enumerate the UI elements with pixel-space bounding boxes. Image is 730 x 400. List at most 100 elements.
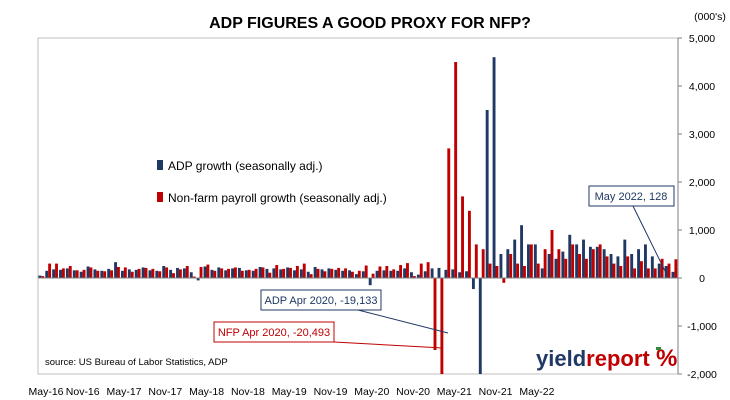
y-tick-label: 2,000	[689, 177, 715, 189]
annotation-leader-may-2022	[632, 205, 668, 276]
bar-adp-49	[375, 270, 379, 278]
bar-adp-5	[72, 270, 76, 278]
bar-adp-1	[45, 270, 49, 278]
bar-adp-78	[575, 244, 579, 278]
bar-adp-42	[327, 268, 331, 278]
bar-nfp-46	[357, 270, 361, 278]
bar-nfp-11	[117, 266, 120, 278]
bar-nfp-86	[633, 268, 637, 278]
bar-nfp-19	[172, 273, 175, 278]
bar-nfp-8	[96, 270, 100, 278]
bar-nfp-53	[406, 263, 409, 278]
legend-label-nfp: Non-farm payroll growth (seasonally adj.…	[168, 191, 387, 205]
bar-nfp-90	[660, 258, 664, 278]
y-axis-unit: (000's)	[694, 11, 726, 23]
bar-nfp-75	[557, 249, 561, 278]
bar-nfp-74	[550, 230, 554, 278]
logo-percent-icon: %	[656, 345, 677, 372]
legend-swatch-adp	[157, 160, 163, 170]
bar-nfp-51	[392, 269, 396, 278]
bar-nfp-81	[598, 244, 602, 278]
bar-adp-22	[189, 272, 193, 278]
bar-adp-57	[430, 268, 434, 278]
bar-adp-76	[561, 251, 565, 278]
legend-swatch-nfp	[157, 192, 163, 202]
bar-nfp-72	[536, 263, 540, 278]
logo-wordmark: yieldreport	[536, 346, 650, 371]
x-tick-label: Nov-18	[231, 386, 265, 398]
bar-adp-61	[458, 272, 462, 278]
bar-nfp-26	[220, 268, 224, 278]
bar-nfp-29	[240, 270, 244, 278]
bar-nfp-12	[123, 267, 127, 278]
bar-nfp-92	[674, 259, 678, 278]
bar-nfp-3	[61, 268, 65, 278]
bar-nfp-57	[433, 278, 437, 350]
bar-adp-11	[114, 262, 117, 278]
bar-nfp-22	[192, 276, 196, 278]
bar-adp-15	[141, 267, 145, 278]
bar-adp-33	[265, 268, 269, 278]
bar-nfp-83	[612, 263, 616, 278]
bar-nfp-56	[426, 262, 430, 278]
bar-adp-6	[79, 271, 83, 278]
bar-nfp-44	[344, 268, 347, 278]
bar-adp-3	[59, 269, 62, 278]
bar-nfp-16	[151, 268, 155, 278]
bar-nfp-70	[523, 266, 526, 278]
bar-adp-84	[616, 256, 620, 278]
bar-adp-18	[162, 266, 166, 278]
bar-nfp-62	[467, 210, 471, 278]
annotation-label-may-2022: May 2022, 128	[595, 191, 668, 203]
bar-nfp-68	[509, 254, 513, 278]
bar-nfp-76	[564, 258, 568, 278]
bar-adp-68	[506, 249, 510, 278]
bar-nfp-21	[185, 266, 189, 278]
bar-adp-83	[609, 254, 613, 278]
bar-adp-21	[182, 268, 186, 278]
logo-accent-mark	[656, 347, 661, 350]
bar-nfp-39	[309, 274, 313, 278]
bar-nfp-66	[495, 266, 499, 278]
bar-adp-16	[148, 270, 152, 278]
x-tick-label: Nov-21	[479, 386, 513, 398]
bar-nfp-79	[584, 258, 588, 278]
y-tick-label: -1,000	[687, 321, 717, 333]
bar-adp-56	[423, 271, 427, 278]
bar-adp-31	[251, 270, 255, 278]
bar-nfp-55	[419, 263, 423, 278]
bar-adp-52	[396, 270, 400, 278]
bar-adp-77	[568, 234, 572, 278]
bar-adp-87	[637, 249, 641, 278]
bar-nfp-67	[502, 278, 506, 283]
y-tick-label: 5,000	[689, 33, 715, 45]
bar-adp-40	[313, 266, 317, 278]
bar-adp-70	[520, 225, 524, 278]
bar-adp-80	[588, 246, 592, 278]
bar-adp-8	[93, 269, 97, 278]
bar-adp-44	[341, 270, 345, 278]
bar-nfp-17	[158, 271, 162, 278]
bar-nfp-6	[82, 269, 86, 278]
bar-adp-14	[134, 269, 138, 278]
bar-nfp-4	[68, 266, 72, 278]
bar-nfp-25	[213, 270, 217, 278]
bar-adp-35	[279, 269, 283, 278]
bar-nfp-33	[268, 272, 272, 278]
bar-adp-69	[513, 239, 517, 278]
bar-adp-59	[444, 269, 448, 278]
bar-adp-85	[623, 239, 627, 278]
bar-nfp-1	[48, 263, 52, 278]
chart-title: ADP FIGURES A GOOD PROXY FOR NFP?	[209, 15, 531, 32]
bar-nfp-84	[619, 266, 623, 278]
bar-nfp-10	[110, 270, 114, 278]
bar-nfp-49	[378, 266, 382, 278]
bar-adp-0	[38, 275, 42, 278]
annotation-box-adp	[260, 289, 382, 311]
bar-nfp-69	[516, 263, 520, 278]
bar-nfp-9	[103, 271, 107, 278]
bar-adp-66	[492, 57, 496, 279]
bar-adp-9	[100, 270, 104, 278]
bar-adp-12	[120, 270, 124, 278]
